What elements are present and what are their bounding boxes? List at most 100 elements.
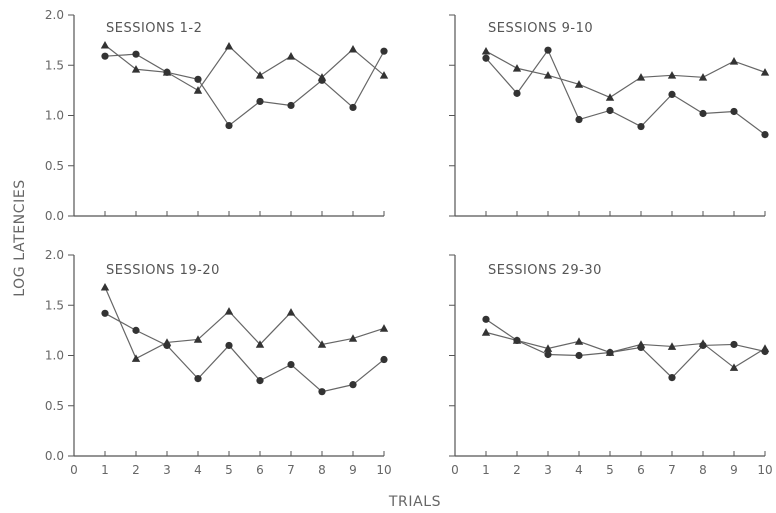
panel-4: 0 1 2 3 4 5 6 7 8 9 10 SESSIONS 29-30: [449, 254, 773, 477]
x-tick-label: 10: [376, 463, 391, 477]
circle-point: [318, 76, 326, 84]
triangle-point: [667, 342, 677, 350]
circle-point: [668, 374, 676, 382]
triangle-point: [636, 73, 646, 81]
y-tick-label: 1.0: [45, 349, 64, 363]
circle-point: [606, 106, 614, 115]
triangle-point: [379, 324, 389, 332]
triangle-point: [605, 93, 615, 101]
panel-1: 0.0 0.5 1.0 1.5 2.0 SESSIONS 1-2: [45, 8, 389, 223]
circle-series-line: [485, 48, 766, 136]
x-tick-label: 4: [194, 463, 202, 477]
circle-point: [163, 341, 171, 350]
circle-point: [256, 377, 264, 385]
circle-point: [194, 75, 202, 83]
y-tick-label: 1.0: [45, 109, 64, 123]
circle-series-line: [104, 50, 385, 127]
x-tick-label: 2: [132, 463, 140, 477]
circle-point: [101, 309, 109, 317]
triangle-series-line: [485, 331, 766, 369]
circle-point: [225, 341, 233, 350]
panel-2: SESSIONS 9-10: [449, 14, 770, 217]
triangle-point: [481, 46, 491, 55]
triangle-point: [193, 335, 203, 343]
triangle-point: [193, 86, 203, 94]
triangle-point: [317, 340, 327, 348]
circle-point: [668, 90, 676, 98]
panel-title: SESSIONS 19-20: [106, 263, 220, 278]
circle-point: [699, 109, 707, 118]
triangle-point: [481, 328, 491, 336]
triangle-point: [286, 52, 296, 60]
circle-point: [287, 101, 295, 110]
x-tick-label: 8: [318, 463, 326, 477]
y-tick-label: 0.0: [45, 209, 64, 223]
y-tick-label: 0.5: [45, 399, 64, 413]
y-tick-label: 2.0: [45, 8, 64, 22]
triangle-point: [286, 308, 296, 316]
triangle-point: [543, 344, 553, 352]
x-tick-label: 0: [451, 463, 459, 477]
circle-point: [637, 122, 645, 131]
circle-point: [101, 52, 109, 60]
x-tick-label: 1: [482, 463, 490, 477]
circle-point: [132, 50, 140, 58]
triangle-point: [574, 80, 584, 88]
triangle-point: [543, 71, 553, 79]
triangle-series-line: [104, 44, 385, 92]
triangle-point: [100, 282, 110, 291]
x-tick-label: 0: [70, 463, 78, 477]
x-tick-label: 3: [163, 463, 171, 477]
triangle-point: [379, 71, 389, 79]
y-axis-title: LOG LATENCIES: [12, 179, 28, 297]
y-tick-label: 0.0: [45, 449, 64, 463]
circle-point: [194, 375, 202, 383]
circle-point: [575, 351, 583, 360]
triangle-point: [512, 64, 522, 72]
triangle-point: [100, 40, 110, 49]
x-tick-label: 5: [606, 463, 614, 477]
x-tick-label: 2: [513, 463, 521, 477]
circle-point: [225, 121, 233, 130]
circle-point: [575, 115, 583, 124]
circle-point: [606, 348, 614, 357]
circle-point: [730, 107, 738, 116]
triangle-point: [667, 71, 677, 79]
x-tick-label: 4: [575, 463, 583, 477]
x-axis-title: TRIALS: [388, 494, 441, 510]
triangle-series-line: [104, 286, 385, 360]
circle-point: [482, 315, 490, 323]
panel-title: SESSIONS 9-10: [488, 21, 593, 36]
triangle-point: [255, 71, 265, 79]
triangle-point: [729, 57, 739, 65]
circle-point: [513, 336, 521, 345]
triangle-point: [760, 68, 770, 76]
triangle-series-line: [485, 50, 766, 99]
x-tick-label: 6: [637, 463, 645, 477]
circle-point: [287, 360, 295, 369]
triangle-point: [574, 337, 584, 345]
x-tick-label: 8: [699, 463, 707, 477]
circle-point: [730, 340, 738, 349]
circle-point: [482, 54, 490, 62]
circle-point: [318, 388, 326, 396]
panel-title: SESSIONS 1-2: [106, 21, 202, 36]
triangle-point: [131, 65, 141, 73]
x-tick-label: 9: [730, 463, 738, 477]
panel-title: SESSIONS 29-30: [488, 263, 602, 278]
triangle-point: [348, 334, 358, 342]
circle-point: [349, 103, 357, 112]
circle-point: [132, 326, 140, 334]
circle-point: [349, 381, 357, 389]
triangle-point: [729, 363, 739, 371]
x-tick-label: 7: [287, 463, 295, 477]
circle-point: [637, 343, 645, 352]
x-tick-label: 6: [256, 463, 264, 477]
x-tick-label: 5: [225, 463, 233, 477]
x-tick-label: 1: [101, 463, 109, 477]
y-tick-label: 0.5: [45, 159, 64, 173]
circle-point: [163, 68, 171, 76]
circle-point: [380, 355, 388, 364]
circle-point: [761, 130, 769, 139]
